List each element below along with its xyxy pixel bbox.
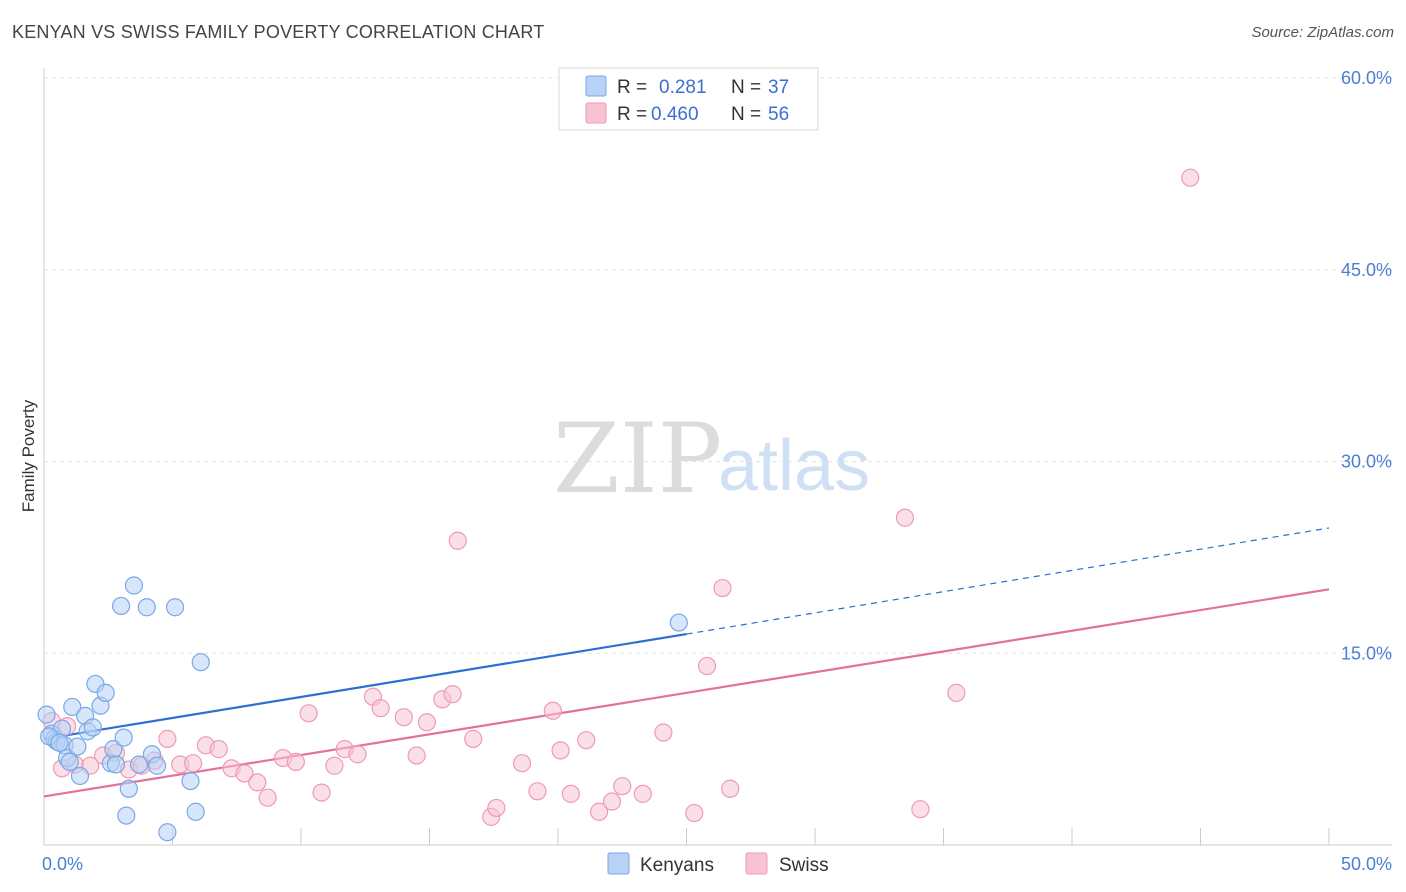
kenyans-point <box>106 755 126 774</box>
kenyans-r-label: R = <box>617 77 647 98</box>
legend-kenyans-label: Kenyans <box>640 855 714 876</box>
swiss-point <box>1181 168 1200 187</box>
kenyans-point <box>83 718 102 737</box>
watermark-zip: ZIP <box>553 403 722 515</box>
kenyans-swatch <box>585 75 607 97</box>
legend-kenyans-swatch <box>607 852 630 875</box>
swiss-point <box>528 782 547 801</box>
kenyans-point <box>111 596 131 616</box>
swiss-n-value: 56 <box>768 104 789 125</box>
watermark: ZIP atlas <box>553 403 870 515</box>
kenyans-point <box>37 705 56 724</box>
kenyans-point <box>129 755 149 774</box>
kenyans-point <box>147 756 167 775</box>
swiss-point <box>348 745 367 764</box>
kenyans-point <box>181 771 200 791</box>
kenyans-point <box>114 728 133 747</box>
kenyans-point <box>96 683 115 702</box>
swiss-point <box>325 756 344 775</box>
swiss-point <box>697 656 717 676</box>
swiss-point <box>685 803 704 823</box>
kenyans-point <box>158 823 177 842</box>
swiss-point <box>590 802 609 821</box>
kenyans-point <box>63 697 82 717</box>
swiss-r-label: R = <box>617 104 647 125</box>
swiss-point <box>577 731 596 750</box>
swiss-point <box>371 699 390 718</box>
source-credit: Source: ZipAtlas.com <box>1251 24 1394 41</box>
swiss-point <box>613 777 632 796</box>
kenyans-trend-line <box>43 632 687 740</box>
swiss-point <box>464 729 483 748</box>
kenyans-point <box>137 598 156 617</box>
trend-lines <box>43 527 1330 798</box>
watermark-atlas: atlas <box>718 426 870 506</box>
swiss-point <box>543 701 562 720</box>
swiss-point <box>911 800 930 819</box>
kenyans-n-value: 37 <box>768 77 789 98</box>
kenyans-point <box>191 653 210 672</box>
y-tick-label: 45.0% <box>1341 260 1392 280</box>
y-tick-label: 60.0% <box>1341 68 1392 88</box>
swiss-swatch <box>585 102 607 124</box>
swiss-point <box>235 764 254 783</box>
swiss-point <box>248 773 267 792</box>
kenyans-point <box>165 598 185 617</box>
swiss-point <box>602 792 622 811</box>
kenyans-n-label: N = <box>731 77 761 98</box>
grid-lines <box>44 77 1392 654</box>
x-tick-label-max: 50.0% <box>1341 854 1392 874</box>
swiss-point <box>487 798 506 818</box>
kenyans-point <box>60 752 79 772</box>
x-ticks <box>43 828 1330 845</box>
swiss-point <box>209 740 228 759</box>
legend-swiss-label: Swiss <box>779 855 829 876</box>
swiss-n-label: N = <box>731 104 761 125</box>
kenyans-point <box>186 802 205 821</box>
y-axis-label: Family Poverty <box>19 399 38 512</box>
stats-legend: R = 0.281 N = 37 R = 0.460 N = 56 <box>558 67 819 131</box>
kenyans-point <box>124 576 144 595</box>
kenyans-point <box>50 733 69 752</box>
kenyans-point <box>68 737 87 756</box>
legend-swiss-swatch <box>745 852 768 875</box>
kenyans-point <box>70 766 90 786</box>
swiss-point <box>407 746 426 765</box>
swiss-point <box>443 685 462 704</box>
swiss-point <box>286 752 305 772</box>
swiss-point <box>394 708 413 727</box>
swiss-point <box>258 788 277 807</box>
swiss-r-value: 0.460 <box>651 104 699 125</box>
swiss-point <box>713 578 732 598</box>
swiss-point <box>721 779 740 798</box>
swiss-point <box>299 704 318 723</box>
kenyans-point <box>669 613 688 632</box>
swiss-point <box>654 723 673 742</box>
swiss-point <box>183 754 203 773</box>
y-tick-labels: 15.0% 30.0% 45.0% 60.0% <box>1341 68 1392 663</box>
x-tick-label-min: 0.0% <box>42 854 83 874</box>
swiss-point <box>633 784 652 803</box>
kenyans-r-value: 0.281 <box>659 77 707 98</box>
swiss-point <box>158 729 177 748</box>
y-tick-label: 15.0% <box>1341 643 1392 663</box>
swiss-point <box>551 741 570 760</box>
swiss-point <box>947 683 966 702</box>
y-tick-label: 30.0% <box>1341 452 1392 472</box>
swiss-trend-line <box>43 588 1330 798</box>
chart-title: KENYAN VS SWISS FAMILY POVERTY CORRELATI… <box>12 22 545 42</box>
kenyans-trend-extension <box>686 527 1330 635</box>
swiss-point <box>512 754 532 773</box>
kenyans-point <box>119 779 138 798</box>
swiss-point <box>312 783 331 802</box>
kenyans-point <box>117 806 136 825</box>
swiss-point <box>417 713 437 732</box>
series-legend: Kenyans Swiss <box>607 852 829 876</box>
swiss-point <box>448 531 467 550</box>
swiss-point <box>895 508 915 527</box>
kenyans-points <box>37 576 688 842</box>
swiss-point <box>561 784 580 803</box>
